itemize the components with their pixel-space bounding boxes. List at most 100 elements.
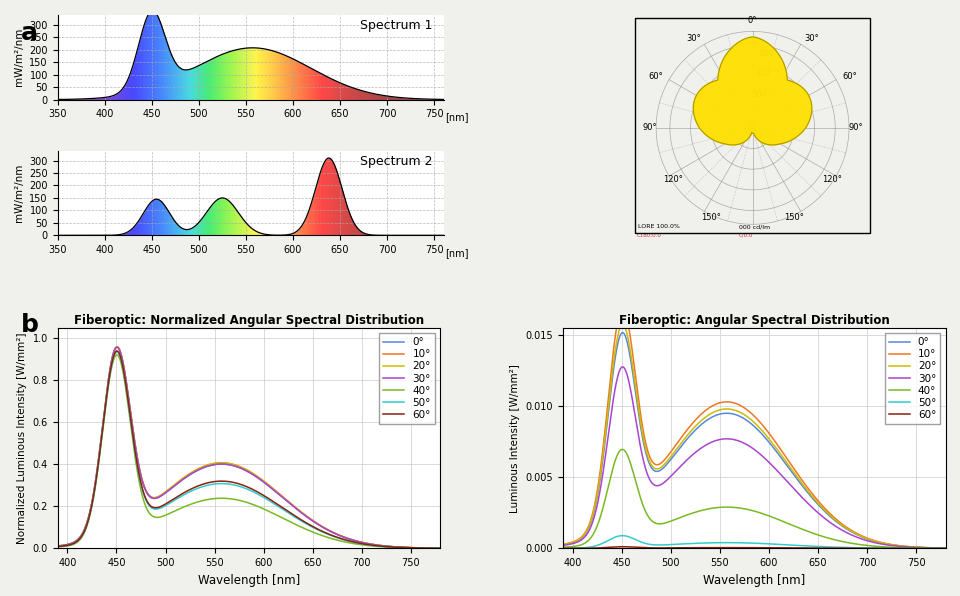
50° [852,544,864,551]
10° [805,488,817,495]
10° [47,543,59,550]
10° [940,545,951,552]
10° [178,474,189,482]
Line: 10°: 10° [514,309,946,548]
30° [940,545,951,552]
Text: 300: 300 [753,89,767,99]
20° [684,430,695,437]
30° [340,534,351,541]
50° [300,520,311,527]
50° [178,492,189,499]
20° [340,534,351,541]
30° [3,545,14,552]
Text: 30°: 30° [804,34,819,43]
40° [3,545,14,552]
Text: 120°: 120° [663,175,684,184]
0° [940,545,951,552]
0° [300,512,311,519]
40° [852,541,864,548]
30° [845,531,856,538]
10° [852,531,864,538]
40° [699,506,710,513]
40° [616,446,628,453]
10° [435,545,446,552]
Text: 0°: 0° [748,15,757,24]
50° [684,540,695,547]
Text: 000 cd/lm: 000 cd/lm [739,225,770,229]
0° [111,343,123,350]
60° [193,482,204,489]
60° [508,545,519,552]
20° [805,491,817,498]
Text: LORE 100.0%: LORE 100.0% [638,225,680,229]
30° [699,442,710,449]
60° [340,536,351,544]
40° [178,504,189,511]
10° [508,544,519,551]
Text: 30°: 30° [686,34,701,43]
0° [852,532,864,539]
60° [3,545,14,552]
60° [940,545,951,552]
20° [47,543,59,550]
30° [852,535,864,542]
20° [178,474,189,482]
60° [348,538,359,545]
Text: 150°: 150° [784,213,804,222]
0° [348,537,359,544]
20° [940,545,951,552]
0° [193,466,204,473]
10° [552,542,564,549]
60° [845,545,856,552]
60° [852,545,864,552]
30° [300,512,311,519]
50° [616,532,628,539]
20° [552,542,564,549]
40° [684,511,695,518]
60° [178,489,189,496]
40° [47,544,59,551]
30° [178,476,189,483]
60° [111,347,123,355]
50° [193,484,204,491]
0° [435,545,446,552]
Y-axis label: Normalized Luminous Intensity [W/mm²]: Normalized Luminous Intensity [W/mm²] [17,333,27,544]
10° [193,465,204,472]
10° [348,536,359,544]
60° [552,545,564,552]
Text: 60°: 60° [842,72,856,81]
Y-axis label: mW/m²/nm: mW/m²/nm [13,164,24,222]
50° [699,539,710,547]
10° [300,512,311,519]
10° [340,534,351,541]
50° [3,545,14,552]
X-axis label: Wavelength [nm]: Wavelength [nm] [703,573,805,586]
40° [805,529,817,536]
40° [340,539,351,546]
10° [617,305,629,312]
30° [47,543,59,550]
Text: [nm]: [nm] [445,248,469,258]
10° [845,526,856,533]
60° [699,544,710,551]
20° [699,414,710,421]
30° [805,502,817,510]
Y-axis label: mW/m²/nm: mW/m²/nm [13,28,24,86]
40° [435,545,446,552]
0° [552,542,564,549]
30° [617,364,629,371]
50° [340,536,351,544]
60° [684,544,695,551]
50° [348,539,359,546]
10° [699,408,710,415]
30° [111,343,123,350]
Line: 50°: 50° [514,536,946,548]
60° [616,543,628,550]
60° [805,545,817,552]
0° [699,418,710,426]
Text: a: a [21,21,38,45]
Legend: 0°, 10°, 20°, 30°, 40°, 50°, 60°: 0°, 10°, 20°, 30°, 40°, 50°, 60° [379,333,435,424]
40° [845,539,856,547]
20° [617,321,629,328]
Polygon shape [693,37,812,145]
